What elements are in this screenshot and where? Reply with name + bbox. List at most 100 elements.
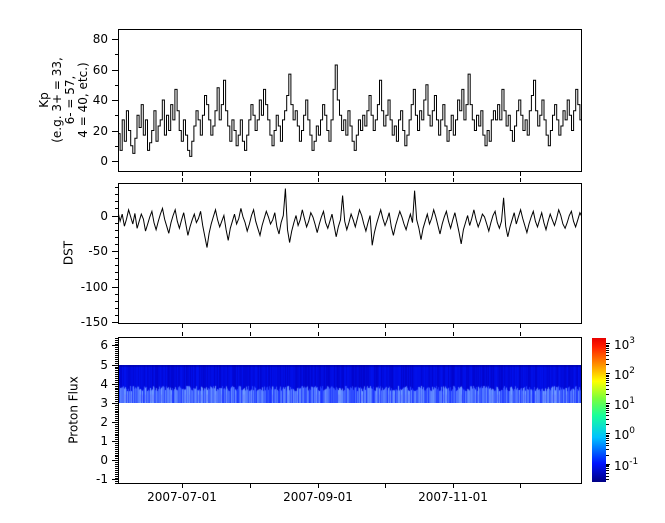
- x-tick: [182, 324, 183, 328]
- y-minor-tick: [115, 372, 118, 374]
- y-minor-tick: [115, 343, 118, 345]
- y-tick: [112, 39, 118, 41]
- y-minor-tick: [115, 433, 118, 435]
- y-minor-tick: [115, 469, 118, 471]
- y-tick-label: 0: [100, 453, 108, 468]
- y-minor-tick: [115, 272, 118, 274]
- x-tick: [317, 332, 319, 336]
- y-tick-label: 2: [100, 415, 108, 429]
- y-minor-tick: [115, 466, 118, 467]
- y-minor-tick: [115, 462, 118, 464]
- y-tick: [112, 345, 118, 347]
- colorbar-minor-tick: [606, 394, 609, 396]
- colorbar-tick-label: 101: [614, 396, 636, 413]
- colorbar-minor-tick: [606, 479, 609, 481]
- colorbar-minor-tick: [606, 419, 609, 421]
- y-tick-label: 3: [100, 395, 108, 410]
- y-minor-tick: [115, 347, 118, 349]
- colorbar-minor-tick: [606, 410, 609, 411]
- y-minor-tick: [115, 425, 118, 427]
- y-minor-tick: [115, 115, 118, 117]
- x-tick: [520, 484, 522, 488]
- y-minor-tick: [115, 391, 118, 393]
- colorbar-minor-tick: [606, 344, 609, 346]
- y-minor-tick: [115, 378, 118, 379]
- x-tick: [249, 178, 251, 182]
- y-minor-tick: [115, 236, 118, 238]
- colorbar-minor-tick: [606, 449, 609, 451]
- y-minor-tick: [115, 379, 118, 381]
- colorbar-minor-tick: [606, 438, 609, 440]
- y-minor-tick: [115, 387, 118, 389]
- y-minor-tick: [115, 314, 118, 316]
- y-minor-tick: [115, 443, 118, 444]
- y-tick: [112, 364, 118, 366]
- y-tick-label: 40: [92, 93, 108, 107]
- x-tick: [453, 172, 454, 176]
- y-minor-tick: [115, 437, 118, 439]
- x-tick: [384, 484, 386, 488]
- kp-panel: 0 20 40 60 80: [93, 29, 582, 176]
- x-tick: [182, 178, 183, 182]
- x-tick: [453, 484, 454, 488]
- y-tick-label: -100: [80, 279, 108, 294]
- y-tick-label: 0: [100, 154, 108, 168]
- colorbar-minor-tick: [606, 434, 609, 436]
- y-minor-tick: [115, 481, 118, 483]
- x-tick: [520, 178, 522, 182]
- x-tick: [520, 172, 522, 176]
- y-minor-tick: [115, 404, 118, 406]
- y-minor-tick: [115, 454, 118, 456]
- colorbar-tick: [606, 343, 610, 345]
- y-minor-tick: [115, 439, 118, 441]
- dst-plot-area: [118, 188, 582, 248]
- dst-series: [118, 188, 582, 248]
- dst-panel: 0 -50 -100 -150: [81, 178, 582, 329]
- y-minor-tick: [115, 265, 118, 267]
- x-tick: [249, 172, 251, 176]
- y-tick: [112, 251, 118, 252]
- y-tick-label: -150: [80, 315, 108, 329]
- colorbar-tick: [606, 433, 610, 435]
- colorbar: [592, 338, 606, 482]
- y-minor-tick: [115, 483, 118, 485]
- y-minor-tick: [115, 399, 118, 400]
- y-minor-tick: [115, 385, 118, 387]
- x-tick: [182, 484, 183, 488]
- y-minor-tick: [115, 397, 118, 399]
- x-tick: [182, 332, 183, 336]
- kp-series: [118, 64, 582, 157]
- y-tick-label: -1: [96, 472, 108, 487]
- x-tick: [317, 324, 319, 328]
- panel-border: [118, 337, 582, 484]
- y-tick-label: 6: [100, 338, 108, 353]
- colorbar-minor-tick: [606, 464, 609, 466]
- y-minor-tick: [115, 194, 118, 196]
- y-minor-tick: [115, 187, 118, 189]
- y-tick: [112, 402, 118, 404]
- y-minor-tick: [115, 389, 118, 391]
- y-minor-tick: [115, 458, 118, 460]
- colorbar-minor-tick: [606, 424, 609, 426]
- colorbar-minor-tick: [606, 412, 609, 414]
- y-minor-tick: [115, 54, 118, 56]
- y-tick-label: 20: [92, 123, 108, 138]
- colorbar-minor-tick: [606, 445, 609, 447]
- y-minor-tick: [115, 475, 118, 477]
- colorbar-minor-tick: [606, 442, 609, 444]
- y-minor-tick: [115, 229, 118, 231]
- colorbar-minor-tick: [606, 475, 609, 477]
- y-minor-tick: [115, 473, 118, 475]
- y-minor-tick: [115, 300, 118, 302]
- colorbar-tick-label: 100: [614, 426, 636, 443]
- y-minor-tick: [115, 258, 118, 260]
- colorbar-tick: [606, 463, 610, 465]
- y-minor-tick: [115, 423, 118, 425]
- y-minor-tick: [115, 446, 118, 448]
- y-minor-tick: [115, 337, 118, 339]
- y-minor-tick: [115, 429, 118, 431]
- x-tick: [317, 172, 319, 176]
- y-minor-tick: [115, 467, 118, 469]
- colorbar-tick-label: 10-1: [614, 456, 639, 473]
- colorbar-minor-tick: [606, 389, 609, 390]
